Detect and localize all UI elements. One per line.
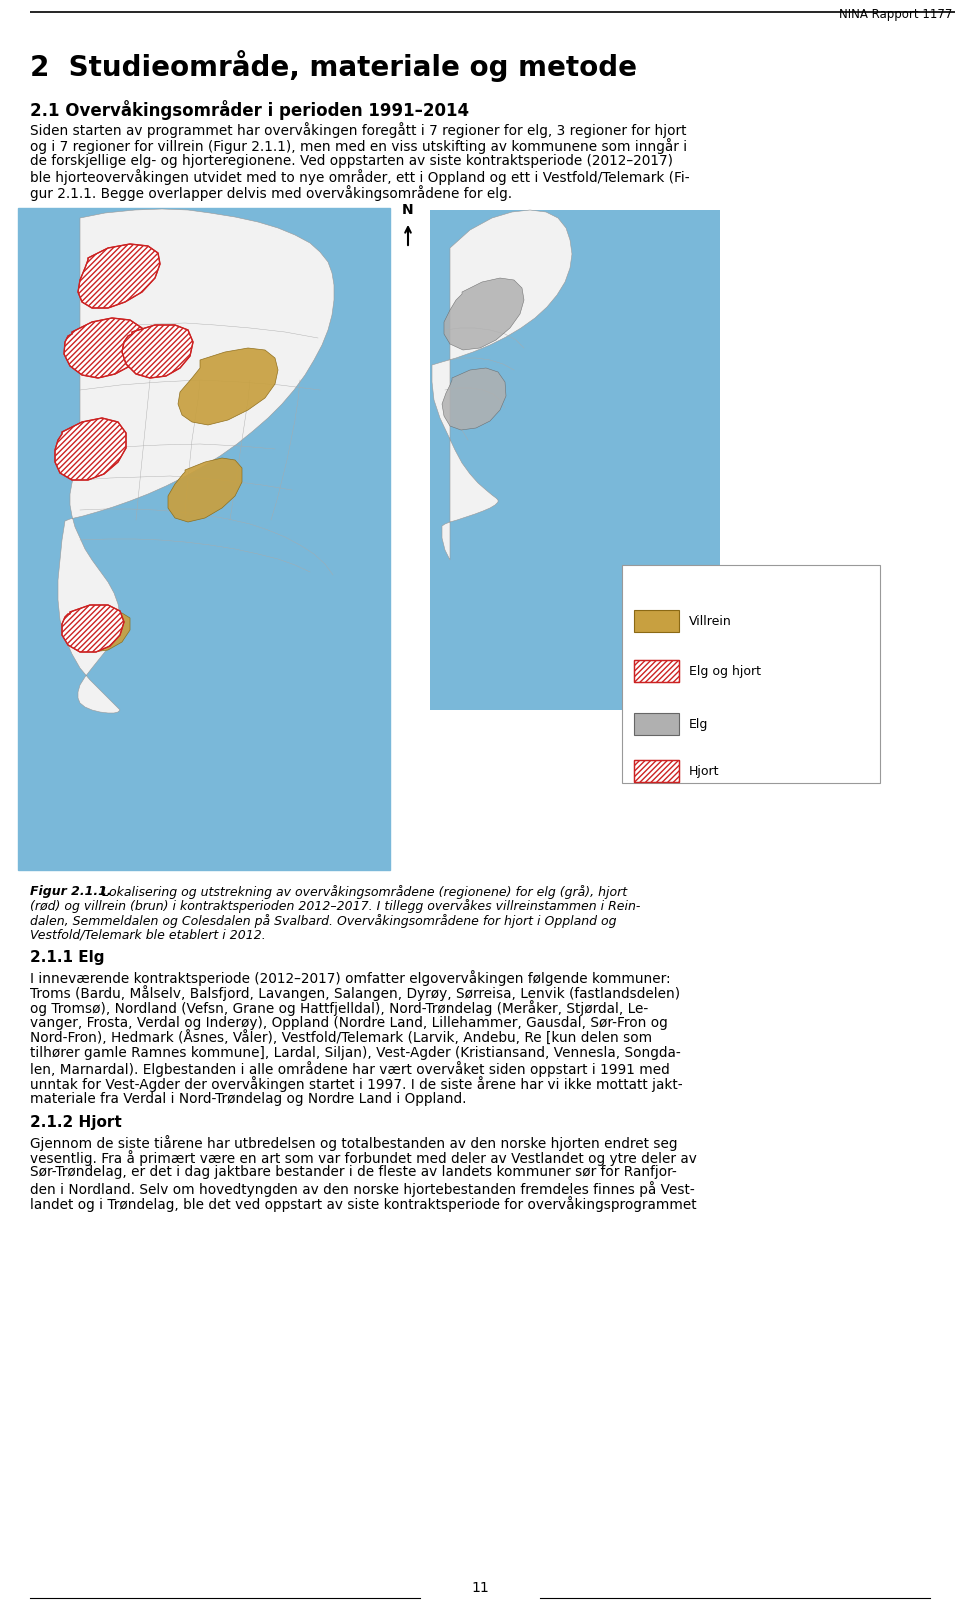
Text: de forskjellige elg- og hjorteregionene. Ved oppstarten av siste kontraktsperiod: de forskjellige elg- og hjorteregionene.… xyxy=(30,154,673,168)
Text: gur 2.1.1. Begge overlapper delvis med overvåkingsområdene for elg.: gur 2.1.1. Begge overlapper delvis med o… xyxy=(30,184,512,201)
Polygon shape xyxy=(168,458,242,523)
Polygon shape xyxy=(18,209,390,870)
Text: Hjort: Hjort xyxy=(689,764,719,778)
Text: len, Marnardal). Elgbestanden i alle områdene har vært overvåket siden oppstart : len, Marnardal). Elgbestanden i alle omr… xyxy=(30,1061,670,1078)
Polygon shape xyxy=(78,244,160,307)
Text: 11: 11 xyxy=(471,1581,489,1595)
Text: Troms (Bardu, Målselv, Balsfjord, Lavangen, Salangen, Dyrøy, Sørreisa, Lenvik (f: Troms (Bardu, Målselv, Balsfjord, Lavang… xyxy=(30,985,680,1002)
Text: ble hjorteovervåkingen utvidet med to nye områder, ett i Oppland og ett i Vestfo: ble hjorteovervåkingen utvidet med to ny… xyxy=(30,170,689,186)
Text: landet og i Trøndelag, ble det ved oppstart av siste kontraktsperiode for overvå: landet og i Trøndelag, ble det ved oppst… xyxy=(30,1196,697,1212)
Polygon shape xyxy=(62,605,124,652)
Polygon shape xyxy=(432,210,572,560)
Text: 2.1.1 Elg: 2.1.1 Elg xyxy=(30,950,105,964)
Bar xyxy=(430,210,720,710)
Polygon shape xyxy=(444,278,524,349)
Text: Villrein: Villrein xyxy=(689,615,732,628)
Bar xyxy=(622,565,880,783)
Text: NINA Rapport 1177: NINA Rapport 1177 xyxy=(839,8,952,21)
Text: unntak for Vest-Agder der overvåkingen startet i 1997. I de siste årene har vi i: unntak for Vest-Agder der overvåkingen s… xyxy=(30,1076,683,1092)
Text: vanger, Frosta, Verdal og Inderøy), Oppland (Nordre Land, Lillehammer, Gausdal, : vanger, Frosta, Verdal og Inderøy), Oppl… xyxy=(30,1016,668,1029)
Text: Elg: Elg xyxy=(689,717,708,730)
Text: Sør-Trøndelag, er det i dag jaktbare bestander i de fleste av landets kommuner s: Sør-Trøndelag, er det i dag jaktbare bes… xyxy=(30,1165,677,1180)
Bar xyxy=(18,209,942,870)
Text: den i Nordland. Selv om hovedtyngden av den norske hjortebestanden fremdeles fin: den i Nordland. Selv om hovedtyngden av … xyxy=(30,1181,695,1197)
Text: vesentlig. Fra å primært være en art som var forbundet med deler av Vestlandet o: vesentlig. Fra å primært være en art som… xyxy=(30,1150,697,1167)
Text: Siden starten av programmet har overvåkingen foregått i 7 regioner for elg, 3 re: Siden starten av programmet har overvåki… xyxy=(30,121,686,138)
Text: 2  Studieområde, materiale og metode: 2 Studieområde, materiale og metode xyxy=(30,50,637,83)
Text: 2.1.2 Hjort: 2.1.2 Hjort xyxy=(30,1115,122,1129)
Bar xyxy=(634,714,679,735)
Text: tilhører gamle Ramnes kommune], Lardal, Siljan), Vest-Agder (Kristiansand, Venne: tilhører gamle Ramnes kommune], Lardal, … xyxy=(30,1045,681,1060)
Text: 2.1 Overvåkingsområder i perioden 1991–2014: 2.1 Overvåkingsområder i perioden 1991–2… xyxy=(30,100,469,120)
Text: N: N xyxy=(402,202,414,217)
Text: (rød) og villrein (brun) i kontraktsperioden 2012–2017. I tillegg overvåkes vill: (rød) og villrein (brun) i kontraktsperi… xyxy=(30,900,640,914)
Text: og i 7 regioner for villrein (Figur 2.1.1), men med en viss utskifting av kommun: og i 7 regioner for villrein (Figur 2.1.… xyxy=(30,138,687,154)
Text: dalen, Semmeldalen og Colesdalen på Svalbard. Overvåkingsområdene for hjort i Op: dalen, Semmeldalen og Colesdalen på Sval… xyxy=(30,914,616,929)
Text: materiale fra Verdal i Nord-Trøndelag og Nordre Land i Oppland.: materiale fra Verdal i Nord-Trøndelag og… xyxy=(30,1092,467,1105)
Text: I inneværende kontraktsperiode (2012–2017) omfatter elgovervåkingen følgende kom: I inneværende kontraktsperiode (2012–201… xyxy=(30,971,671,985)
Bar xyxy=(634,660,679,683)
Text: Figur 2.1.1.: Figur 2.1.1. xyxy=(30,885,111,898)
Text: Lokalisering og utstrekning av overvåkingsområdene (regionene) for elg (grå), hj: Lokalisering og utstrekning av overvåkin… xyxy=(98,885,627,900)
Polygon shape xyxy=(55,417,126,481)
Text: Gjennom de siste tiårene har utbredelsen og totalbestanden av den norske hjorten: Gjennom de siste tiårene har utbredelsen… xyxy=(30,1134,678,1150)
Text: Nord-Fron), Hedmark (Åsnes, Våler), Vestfold/Telemark (Larvik, Andebu, Re [kun d: Nord-Fron), Hedmark (Åsnes, Våler), Vest… xyxy=(30,1031,652,1045)
Polygon shape xyxy=(122,325,193,379)
Polygon shape xyxy=(85,613,130,652)
Polygon shape xyxy=(178,348,278,426)
Text: og Tromsø), Nordland (Vefsn, Grane og Hattfjelldal), Nord-Trøndelag (Meråker, St: og Tromsø), Nordland (Vefsn, Grane og Ha… xyxy=(30,1000,648,1016)
Bar xyxy=(634,760,679,781)
Text: Elg og hjort: Elg og hjort xyxy=(689,665,761,678)
Polygon shape xyxy=(442,367,506,430)
Bar xyxy=(634,660,679,683)
Bar xyxy=(634,760,679,781)
Polygon shape xyxy=(64,319,146,379)
Polygon shape xyxy=(58,209,334,714)
Bar xyxy=(634,610,679,633)
Text: Vestfold/Telemark ble etablert i 2012.: Vestfold/Telemark ble etablert i 2012. xyxy=(30,929,266,942)
